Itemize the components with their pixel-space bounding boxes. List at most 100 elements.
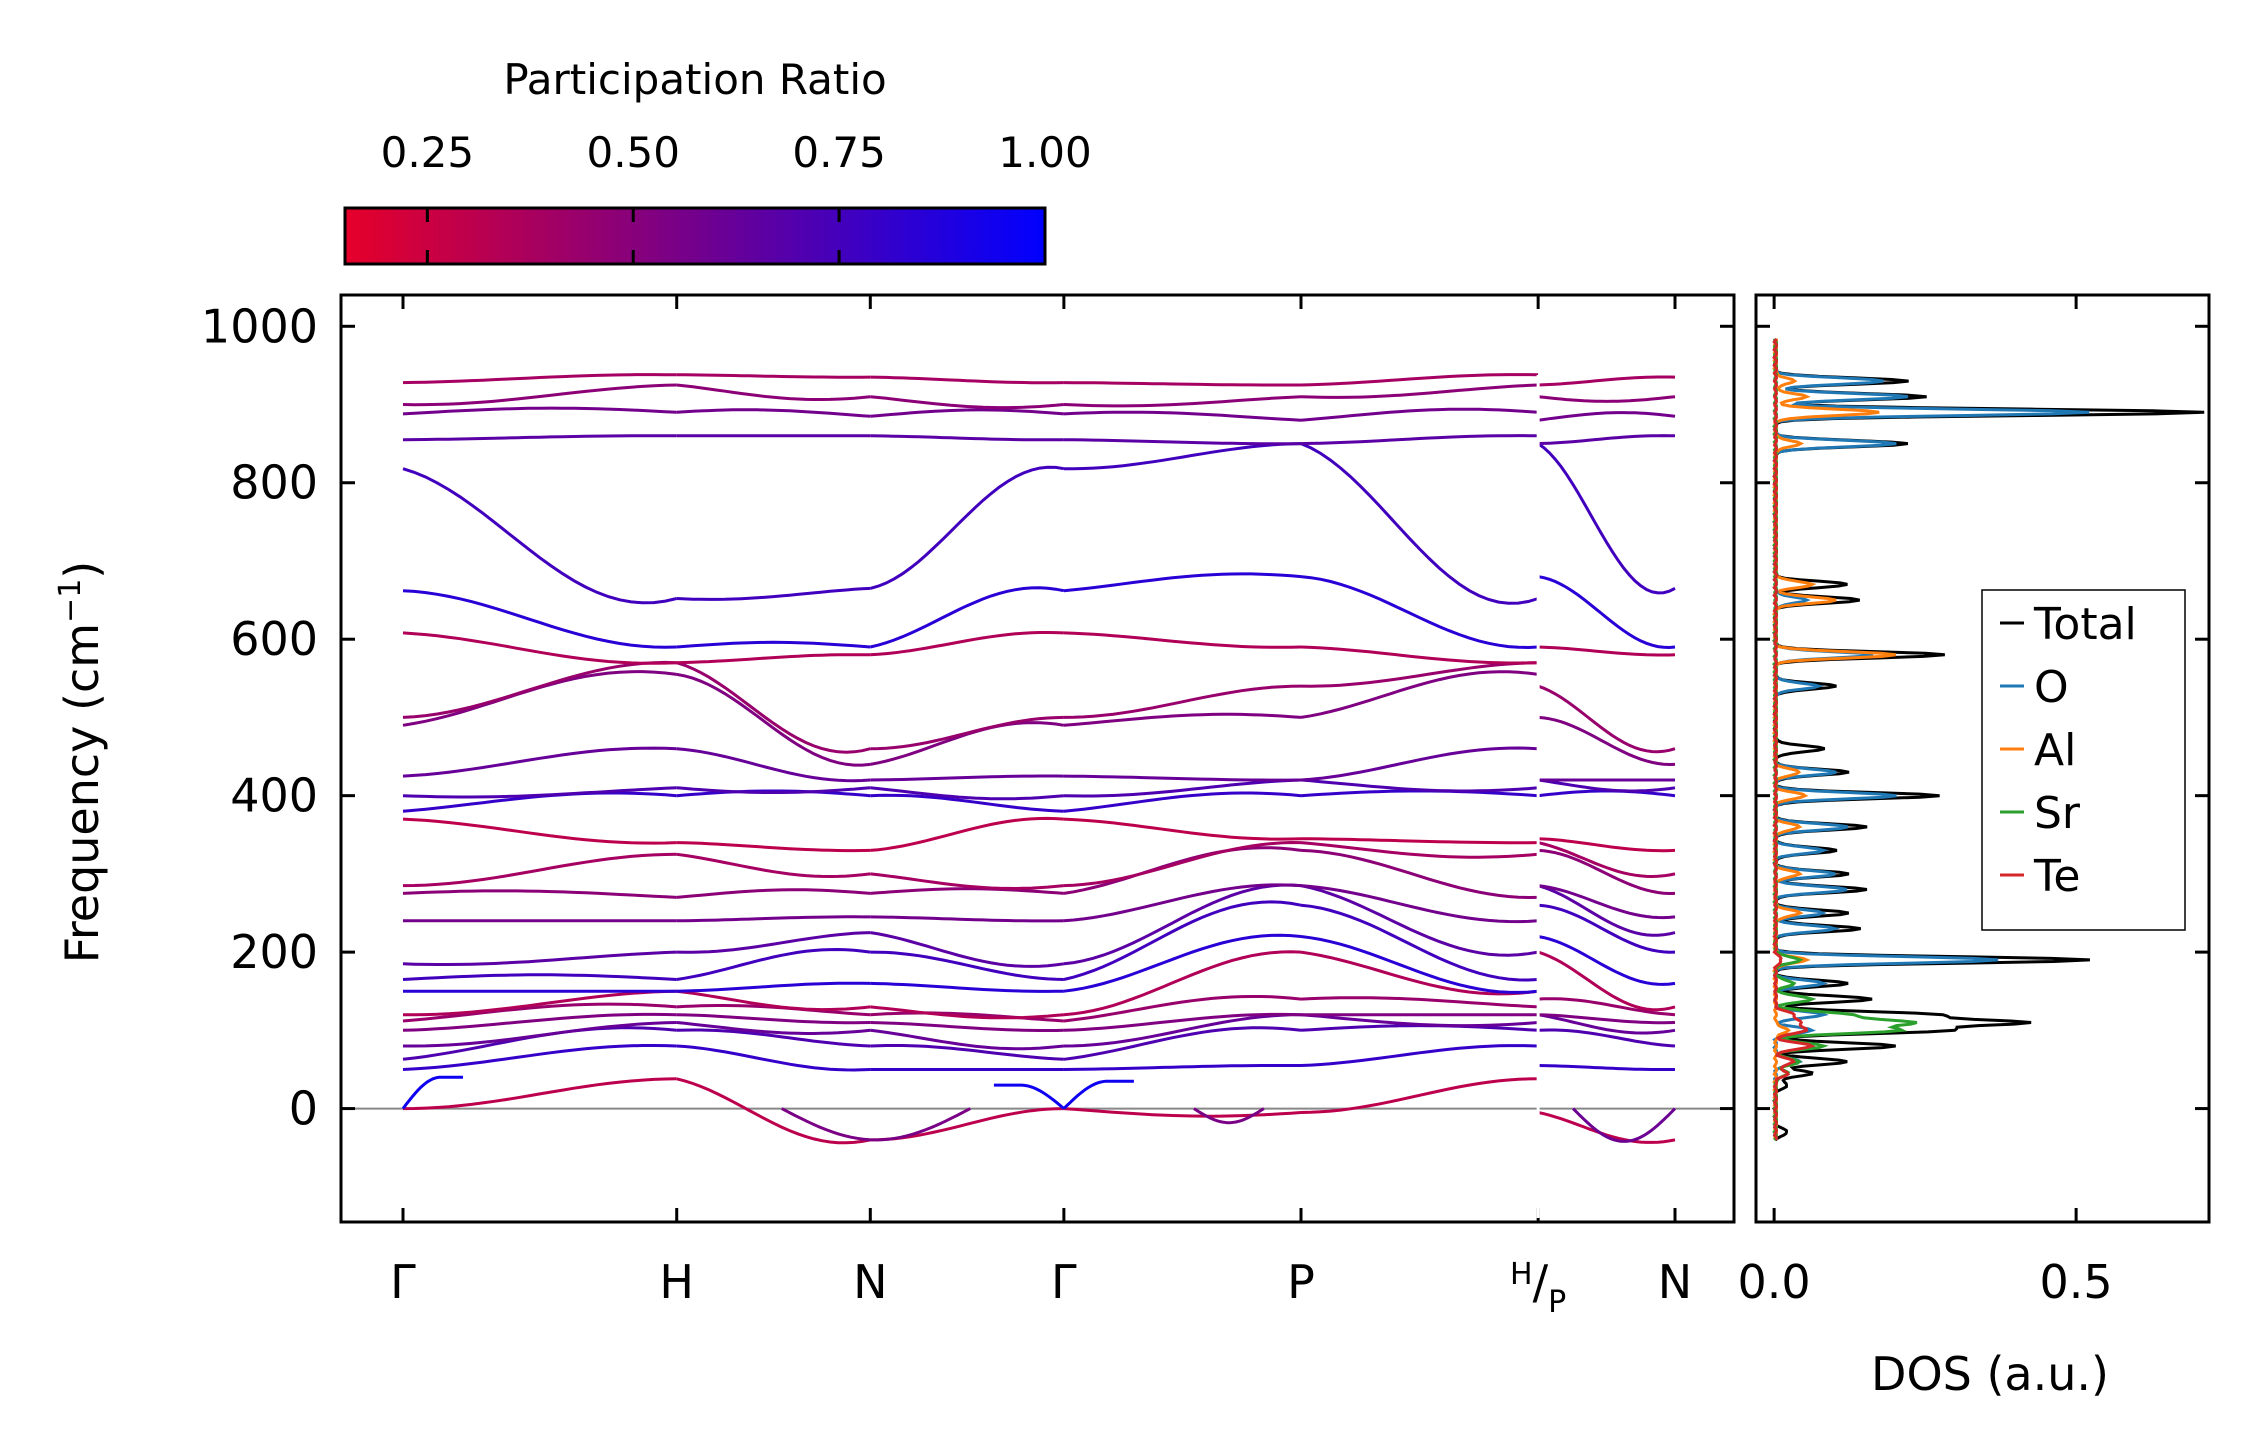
phonon-band	[402, 786, 677, 799]
x-tick-label: H/P	[1510, 1255, 1566, 1320]
y-tick-label: 600	[230, 612, 318, 666]
phonon-band	[676, 661, 871, 754]
phonon-band	[1063, 900, 1302, 981]
phonon-band	[1300, 837, 1539, 845]
acoustic-branch	[401, 1075, 463, 1110]
colorbar-tick-label: 0.75	[792, 128, 886, 177]
phonon-band	[676, 1021, 871, 1035]
phonon-band	[1537, 778, 1676, 793]
phonon-band	[676, 747, 871, 783]
phonon-band	[1300, 778, 1539, 793]
phonon-band	[403, 989, 677, 1017]
phonon-band	[676, 408, 871, 418]
phonon-band	[1063, 791, 1302, 813]
phonon-band	[1537, 575, 1676, 650]
phonon-band	[402, 950, 677, 966]
phonon-band	[1063, 410, 1302, 422]
phonon-band	[870, 872, 1065, 891]
phonon-band	[1063, 1026, 1302, 1061]
y-tick-label: 0	[289, 1082, 318, 1136]
phonon-band	[676, 1044, 871, 1072]
phonon-band	[870, 1028, 1065, 1051]
legend-label: Te	[2033, 851, 2080, 902]
phonon-band	[402, 1077, 677, 1111]
phonon-band	[1300, 434, 1539, 446]
phonon-band	[870, 931, 1065, 968]
imaginary-mode	[1193, 1107, 1265, 1125]
phonon-band	[870, 1044, 1064, 1061]
dos-panel: 0.0 0.5 DOS (a.u.) Total O Al Sr Te	[1738, 293, 2211, 1401]
y-tick-label: 1000	[201, 299, 318, 353]
phonon-band	[1300, 996, 1539, 1009]
phonon-band	[1063, 774, 1302, 782]
phonon-band	[870, 950, 1064, 981]
phonon-band	[676, 981, 871, 993]
phonon-band	[1063, 995, 1302, 1023]
phonon-band	[1063, 1064, 1301, 1071]
phonon-band	[870, 1005, 1065, 1020]
phonon-band	[1063, 817, 1302, 841]
legend-label: Total	[2033, 599, 2137, 650]
phonon-band	[676, 852, 871, 879]
dos-curves	[1772, 338, 2205, 1142]
phonon-band	[870, 786, 1065, 801]
phonon-band	[1300, 789, 1539, 798]
phonon-band	[402, 670, 677, 727]
legend-label: Al	[2034, 725, 2076, 776]
phonon-band	[870, 816, 1064, 852]
phonon-band	[1537, 411, 1676, 422]
phonon-band	[1300, 841, 1539, 859]
x-tick-label: Γ	[1051, 1255, 1077, 1309]
band-axes: 0 200 400 600 800 1000 Γ H N Γ P H/P N	[201, 295, 2209, 1320]
colorbar-gradient	[343, 206, 1047, 266]
y-axis-label-superscript: −1	[53, 579, 88, 623]
x-tick-label: N	[853, 1255, 887, 1309]
phonon-band	[1537, 395, 1676, 403]
phonon-band	[1300, 1013, 1539, 1028]
phonon-band	[870, 793, 1064, 813]
phonon-band	[1063, 684, 1302, 719]
phonon-band	[402, 373, 677, 385]
phonon-band	[676, 1028, 871, 1048]
colorbar-tick-label: 0.25	[381, 128, 475, 177]
x-tick-label: N	[1658, 1255, 1692, 1309]
phonon-band	[1537, 442, 1676, 595]
phonon-band	[1300, 373, 1539, 387]
phonon-band	[1300, 645, 1539, 665]
y-tick-label: 400	[230, 769, 318, 823]
phonon-band	[1538, 997, 1676, 1017]
phonon-band	[870, 375, 1064, 385]
phonon-band	[1538, 645, 1676, 657]
phonon-band	[1537, 884, 1676, 920]
phonon-band	[870, 721, 1065, 766]
phonon-band	[1300, 1077, 1539, 1114]
phonon-band	[1300, 848, 1539, 900]
phonon-band	[1063, 1012, 1302, 1032]
phonon-band	[1300, 950, 1539, 996]
phonon-band	[676, 841, 871, 853]
phonon-band	[402, 589, 677, 649]
phonon-band	[676, 915, 871, 923]
phonon-band	[1537, 903, 1676, 954]
phonon-band	[1300, 1044, 1539, 1067]
phonon-band	[676, 786, 871, 794]
phonon-band	[1300, 442, 1539, 605]
phonon-band	[1537, 935, 1676, 986]
phonon-band	[1300, 661, 1539, 688]
dos-frame	[1754, 293, 2211, 1224]
phonon-band	[402, 406, 677, 416]
phonon-band	[402, 660, 677, 719]
y-tick-label: 800	[230, 456, 318, 510]
phonon-band	[676, 947, 871, 981]
phonon-band	[676, 640, 871, 649]
phonon-band	[676, 586, 871, 601]
colorbar-tick-label: 0.50	[586, 128, 680, 177]
phonon-band	[676, 1013, 871, 1025]
phonon-band	[1300, 935, 1539, 994]
legend-box	[1981, 589, 2186, 931]
phonon-band	[402, 467, 678, 605]
phonon-band	[1063, 950, 1302, 1017]
phonon-band	[1063, 933, 1302, 993]
phonon-band	[402, 1012, 677, 1032]
phonon-band	[870, 1011, 1065, 1023]
